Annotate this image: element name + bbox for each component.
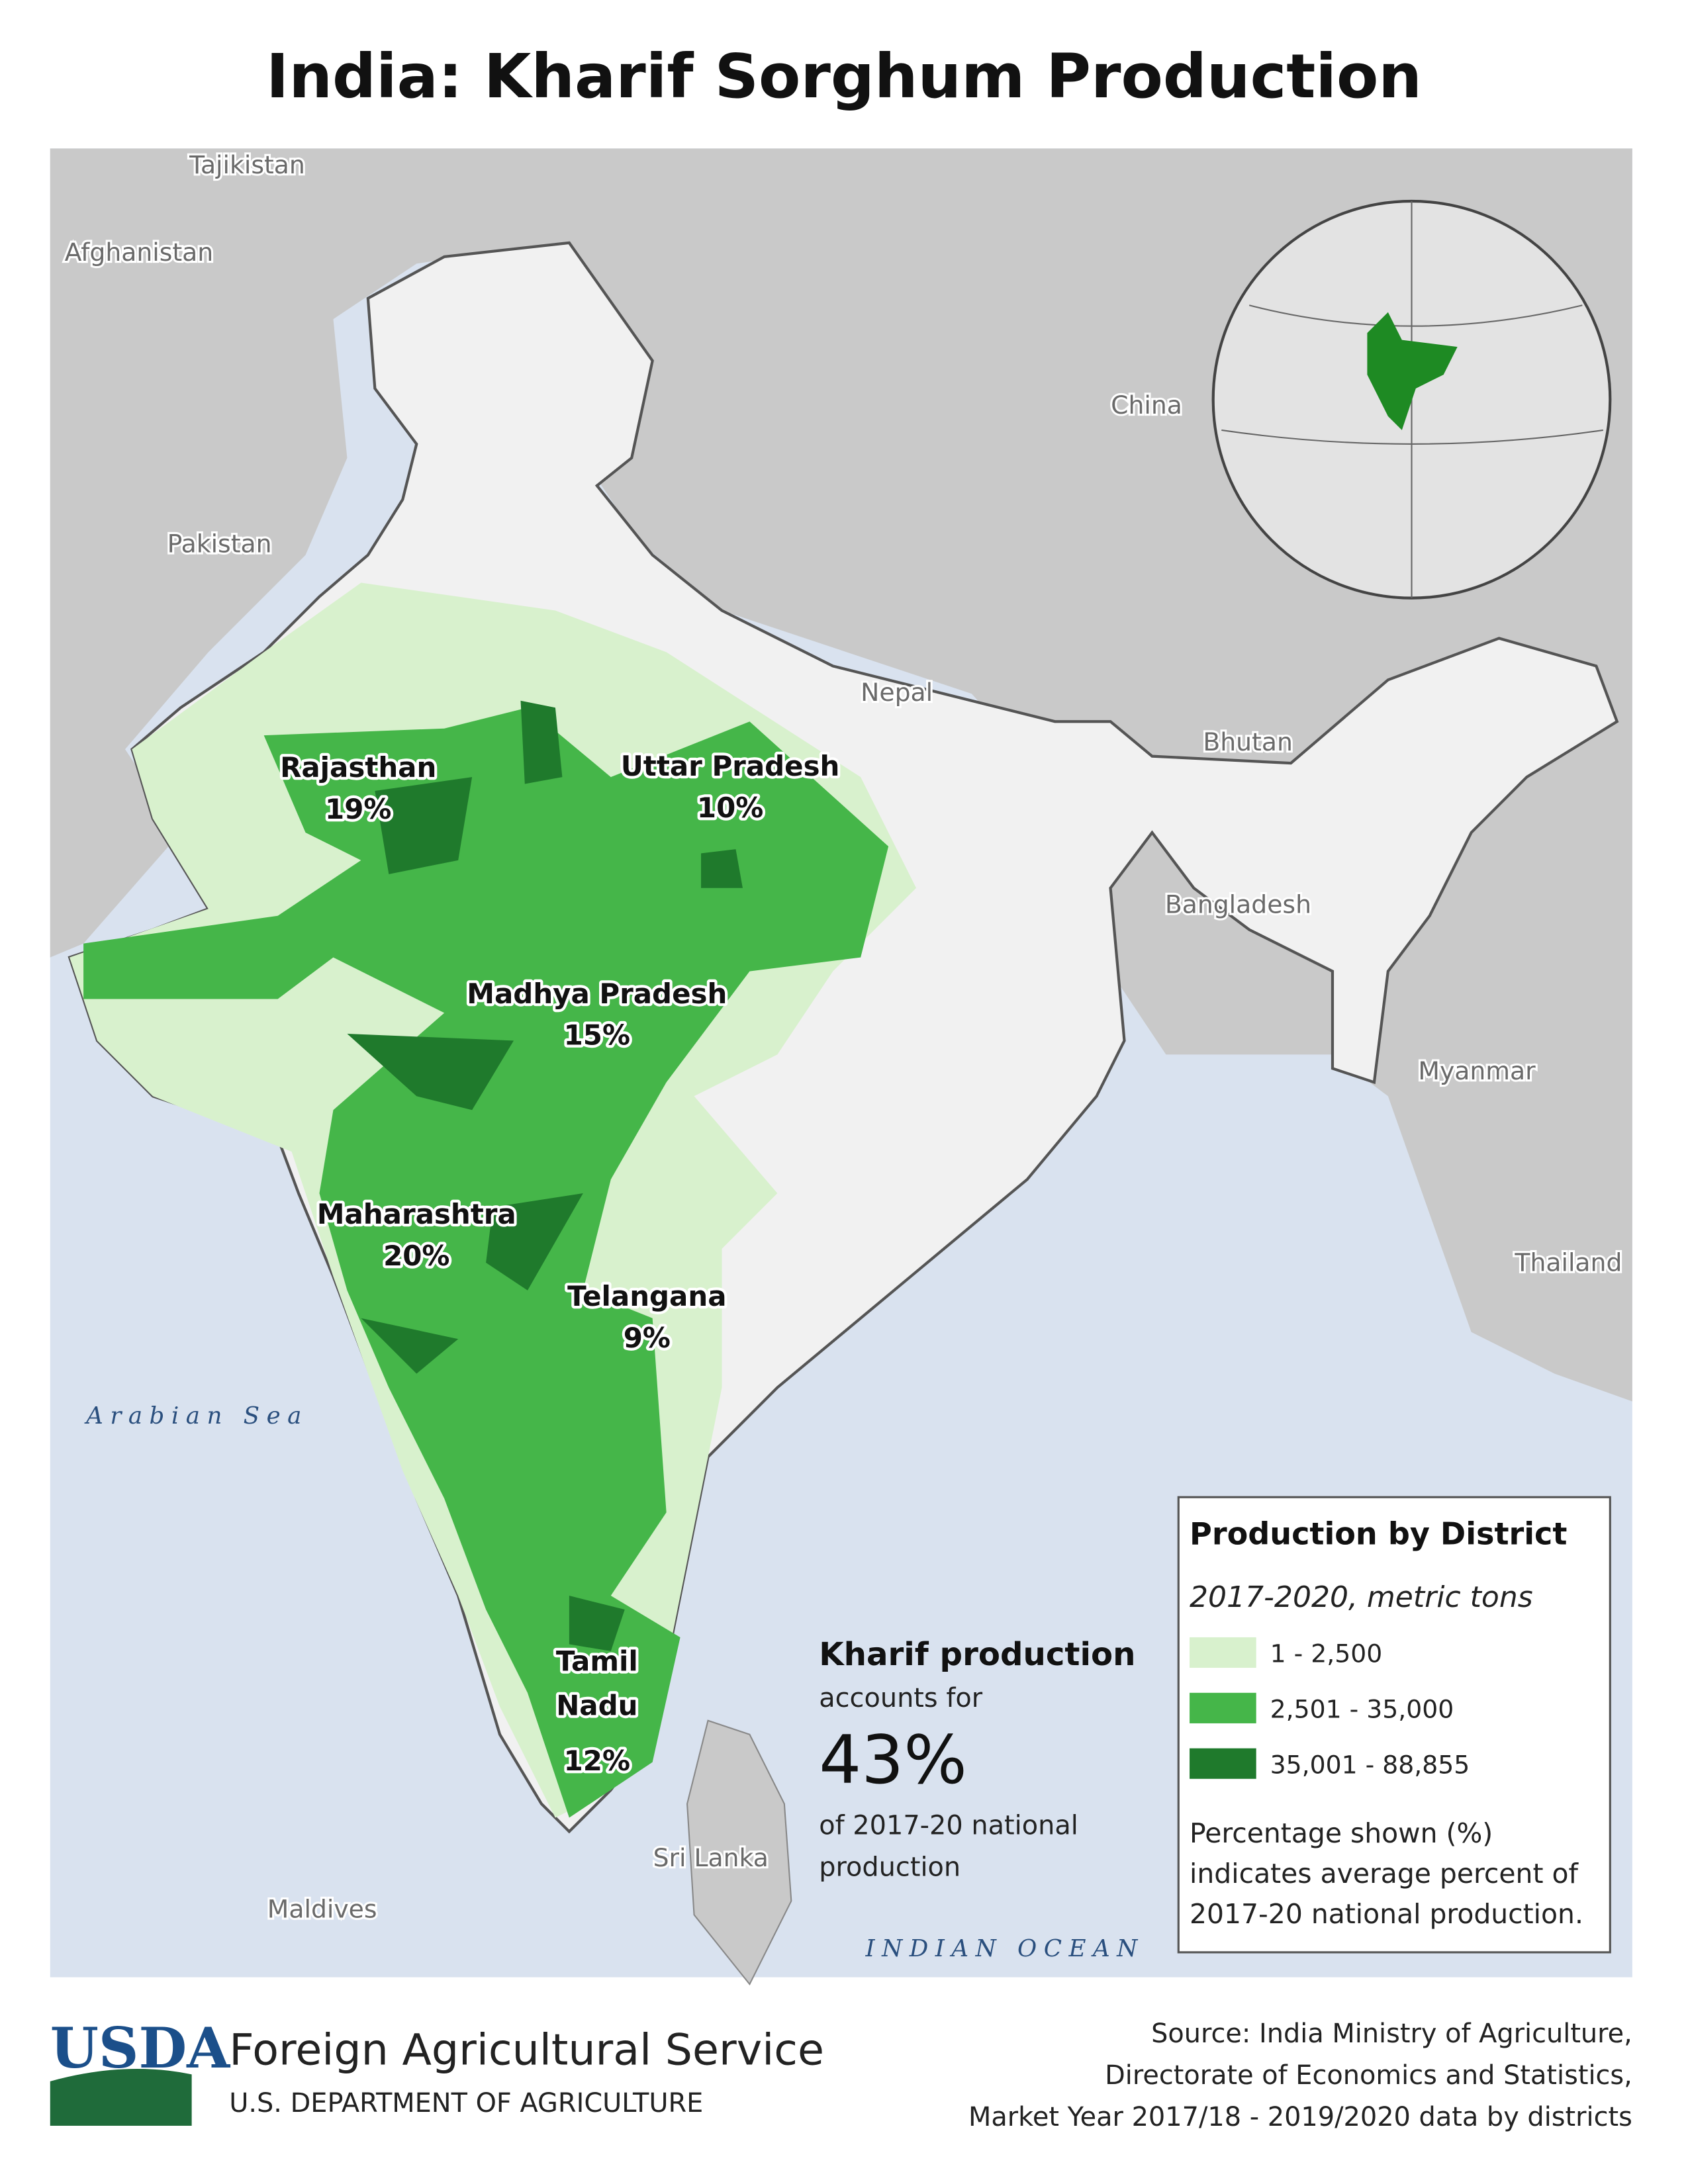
map-labels: Tajikistan Afghanistan Pakistan China Nepal B… <box>63 148 1624 1962</box>
country-label: Maldives <box>267 1894 377 1923</box>
legend-label: 35,001 - 88,855 <box>1270 1750 1470 1779</box>
country-label: Bhutan <box>1203 727 1293 756</box>
map-frame: Tajikistan Afghanistan Pakistan China Nepal B… <box>50 148 1632 1986</box>
state-share: 20% <box>383 1240 449 1272</box>
callout-text: accounts for <box>819 1683 982 1713</box>
legend-swatch <box>1190 1692 1256 1723</box>
callout-text: of 2017-20 national <box>819 1811 1078 1841</box>
legend-label: 1 - 2,500 <box>1270 1639 1383 1668</box>
legend-swatch <box>1190 1748 1256 1779</box>
country-label: Sri Lanka <box>653 1843 769 1872</box>
water-label: Arabian Sea <box>84 1402 308 1430</box>
source: Directorate of Economics and Statistics, <box>1105 2060 1632 2091</box>
state-label: Telangana <box>567 1280 726 1312</box>
footer: USDA Foreign Agricultural Service U.S. D… <box>50 2015 1632 2132</box>
state-share: 15% <box>564 1019 630 1052</box>
callout-value: 43% <box>819 1721 967 1799</box>
district-class-2 <box>83 707 889 1818</box>
legend-swatch <box>1190 1637 1256 1668</box>
state-share: 12% <box>564 1745 630 1777</box>
callout: Kharif production accounts for 43% of 20… <box>819 1636 1135 1883</box>
title: India: Kharif Sorghum Production <box>266 40 1422 112</box>
legend-title: Production by District <box>1190 1516 1567 1551</box>
legend-note: Percentage shown (%) <box>1190 1817 1493 1849</box>
country-label: Tajikistan <box>189 150 305 179</box>
country-label: Bangladesh <box>1165 890 1311 919</box>
source: Source: India Ministry of Agriculture, <box>1151 2019 1632 2049</box>
state-label: Tamil <box>556 1645 638 1677</box>
state-label: Madhya Pradesh <box>467 978 727 1010</box>
state-share: 9% <box>624 1322 671 1354</box>
country-label: China <box>1111 390 1182 420</box>
legend-note: 2017-20 national production. <box>1190 1898 1583 1930</box>
state-label: Rajasthan <box>280 751 436 784</box>
state-share: 19% <box>325 793 391 825</box>
legend-label: 2,501 - 35,000 <box>1270 1695 1454 1724</box>
legend-box <box>1177 1496 1611 1954</box>
sri-lanka-shape <box>686 1719 792 1986</box>
state-share: 10% <box>697 792 763 824</box>
state-label: Nadu <box>556 1689 637 1721</box>
water-label: INDIAN OCEAN <box>865 1935 1145 1962</box>
legend: Production by District 2017-2020, metric… <box>1177 1496 1611 1954</box>
state-label: Uttar Pradesh <box>621 750 840 782</box>
callout-heading: Kharif production <box>819 1636 1135 1673</box>
callout-text: production <box>819 1852 961 1883</box>
production-districts <box>70 582 917 1818</box>
source: Market Year 2017/18 - 2019/2020 data by … <box>968 2102 1632 2132</box>
district-class-3 <box>347 700 743 1651</box>
country-label: Thailand <box>1514 1248 1622 1277</box>
agency: Foreign Agricultural Service <box>229 2026 824 2075</box>
globe-inset <box>1211 199 1612 600</box>
legend-note: indicates average percent of <box>1190 1858 1579 1889</box>
state-label: Maharashtra <box>317 1198 516 1230</box>
legend-subtitle: 2017-2020, metric tons <box>1190 1580 1533 1614</box>
country-label: Myanmar <box>1418 1056 1536 1085</box>
department: U.S. DEPARTMENT OF AGRICULTURE <box>229 2088 703 2118</box>
country-label: Pakistan <box>167 529 272 558</box>
country-label: Nepal <box>861 678 933 707</box>
country-label: Afghanistan <box>65 238 214 267</box>
globe-india <box>1367 312 1458 430</box>
logo-swoosh <box>50 2068 192 2126</box>
